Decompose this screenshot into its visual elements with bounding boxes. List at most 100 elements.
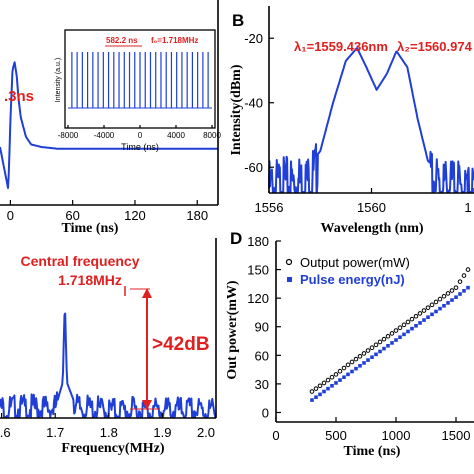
panel-b-x-tick-label: 1560 bbox=[357, 200, 386, 215]
panel-d-legend: Output power(mW) Pulse energy(nJ) bbox=[285, 255, 410, 287]
panel-a-x-tick-label: 120 bbox=[124, 208, 146, 223]
panel-b-x-ticks: 1556 1560 1 bbox=[255, 188, 474, 215]
panel-d-scatter-group bbox=[309, 267, 471, 402]
output-power-point bbox=[461, 273, 467, 278]
output-power-point bbox=[361, 351, 367, 356]
panel-c-x-label: Frequency(MHz) bbox=[61, 441, 164, 456]
panel-a-trace bbox=[0, 61, 219, 189]
output-power-point bbox=[465, 267, 471, 272]
panel-a-inset: 582.2 ns f₀=1.718MHz Intensity (a.u.) -8… bbox=[55, 29, 221, 152]
panel-a: 0 60 120 180 Time (ns) .3ns 582.2 ns f₀=1.7… bbox=[0, 0, 221, 236]
panel-c-x-tick-label: 1.7 bbox=[46, 425, 64, 440]
inset-x-tick-label: -4000 bbox=[94, 131, 115, 140]
panel-d-x-tick-label: 0 bbox=[272, 428, 279, 443]
output-power-point bbox=[381, 336, 387, 342]
output-power-point bbox=[389, 331, 395, 336]
legend-pulse-energy-label: Pulse energy(nJ) bbox=[300, 272, 405, 287]
output-power-point bbox=[329, 374, 335, 380]
panel-d-x-tick-label: 500 bbox=[325, 428, 347, 443]
output-power-point bbox=[377, 339, 383, 345]
panel-b-peak2-label: λ₂=1560.974 bbox=[397, 39, 473, 54]
panel-b-y-ticks: -20 -40 -60 bbox=[244, 31, 274, 175]
output-power-point bbox=[313, 386, 319, 391]
inset-x-tick-label: 4000 bbox=[167, 131, 185, 140]
pulse-energy-point bbox=[438, 306, 442, 311]
legend-pulse-energy-marker bbox=[287, 277, 292, 282]
panel-b-spectrum-group bbox=[268, 47, 474, 193]
panel-a-x-tick-label: 60 bbox=[65, 208, 79, 223]
output-power-point bbox=[445, 291, 451, 296]
pulse-energy-point bbox=[338, 378, 342, 382]
panel-b-letter: B bbox=[232, 11, 244, 30]
pulse-energy-point bbox=[326, 386, 330, 391]
panel-c-rf-spectrum-group bbox=[0, 312, 217, 418]
inset-x-tick-label: 8000 bbox=[203, 131, 221, 140]
output-power-point bbox=[457, 279, 463, 284]
panel-c-rf-spectrum bbox=[0, 312, 217, 418]
output-power-point bbox=[453, 285, 459, 290]
panel-c-x-tick-label: 1.6 bbox=[0, 425, 11, 440]
output-power-point bbox=[325, 377, 331, 383]
panel-c: 1.6 1.7 1.8 1.9 2.0 Frequency(MHz) Central f… bbox=[0, 238, 217, 456]
output-power-point bbox=[309, 389, 315, 394]
output-power-point bbox=[321, 380, 327, 386]
pulse-energy-point bbox=[466, 285, 470, 290]
output-power-point bbox=[365, 348, 371, 353]
inset-pulse-train bbox=[68, 52, 212, 109]
pulse-energy-point bbox=[458, 292, 462, 296]
output-power-point bbox=[393, 328, 399, 333]
pulse-energy-point bbox=[398, 335, 402, 340]
panel-b-peak1-label: λ₁=1559.436nm bbox=[294, 39, 388, 54]
panel-d-x-tick-label: 1500 bbox=[442, 428, 471, 443]
output-power-point bbox=[385, 333, 391, 339]
panel-d-y-tick-label: 150 bbox=[247, 263, 269, 278]
output-power-point bbox=[345, 362, 351, 368]
panel-d-y-tick-label: 0 bbox=[262, 405, 269, 420]
pulse-energy-point bbox=[422, 318, 426, 322]
pulse-energy-point bbox=[462, 289, 466, 293]
pulse-energy-point bbox=[394, 338, 398, 342]
inset-y-label: Intensity (a.u.) bbox=[55, 58, 62, 102]
panel-c-x-ticks: 1.6 1.7 1.8 1.9 2.0 bbox=[0, 413, 217, 440]
inset-x-ticks: -8000 -4000 0 4000 8000 bbox=[58, 125, 221, 140]
pulse-energy-point bbox=[426, 315, 430, 320]
output-power-point bbox=[441, 293, 447, 299]
panel-d-y-tick-label: 30 bbox=[255, 377, 269, 392]
pulse-energy-point bbox=[334, 381, 338, 385]
output-power-point bbox=[349, 359, 355, 365]
legend-output-power-label: Output power(mW) bbox=[300, 255, 410, 270]
output-power-point bbox=[409, 316, 415, 322]
panel-d-y-label: Out power(mW) bbox=[225, 280, 240, 379]
output-power-point bbox=[417, 311, 423, 316]
pulse-energy-point bbox=[374, 352, 378, 357]
panel-d-y-ticks: 0 30 60 90 120 150 180 bbox=[247, 234, 281, 420]
pulse-energy-point bbox=[378, 349, 382, 354]
panel-a-x-tick-label: 0 bbox=[7, 208, 14, 223]
output-power-point bbox=[429, 302, 435, 308]
pulse-energy-point bbox=[350, 369, 354, 374]
output-power-point bbox=[401, 322, 407, 328]
panel-d-x-label: Time (ns) bbox=[344, 444, 401, 459]
pulse-energy-point bbox=[390, 341, 394, 345]
panel-c-x-tick-label: 1.9 bbox=[153, 425, 171, 440]
panel-b-x-tick-label: 1556 bbox=[255, 200, 284, 215]
panel-a-width-annotation: .3ns bbox=[4, 88, 34, 105]
output-power-point bbox=[369, 345, 375, 350]
panel-c-snr-label: >42dB bbox=[152, 334, 210, 355]
pulse-energy-point bbox=[330, 384, 334, 388]
pulse-energy-point bbox=[450, 298, 454, 302]
panel-c-central-line2: 1.718MHz bbox=[58, 272, 122, 288]
panel-b-spectrum bbox=[268, 47, 474, 193]
panel-d-letter: D bbox=[230, 229, 242, 248]
panel-c-x-tick-label: 1.8 bbox=[100, 425, 118, 440]
pulse-energy-point bbox=[318, 392, 322, 397]
panel-c-x-tick-label: 2.0 bbox=[197, 425, 215, 440]
pulse-energy-point bbox=[406, 329, 410, 334]
pulse-energy-point bbox=[410, 326, 414, 331]
pulse-energy-point bbox=[442, 303, 446, 308]
pulse-energy-point bbox=[342, 375, 346, 380]
output-power-point bbox=[437, 296, 443, 302]
output-power-point bbox=[337, 368, 343, 374]
panel-c-central-line1: Central frequency bbox=[20, 253, 139, 269]
panel-b-x-tick-label: 1 bbox=[464, 200, 471, 215]
